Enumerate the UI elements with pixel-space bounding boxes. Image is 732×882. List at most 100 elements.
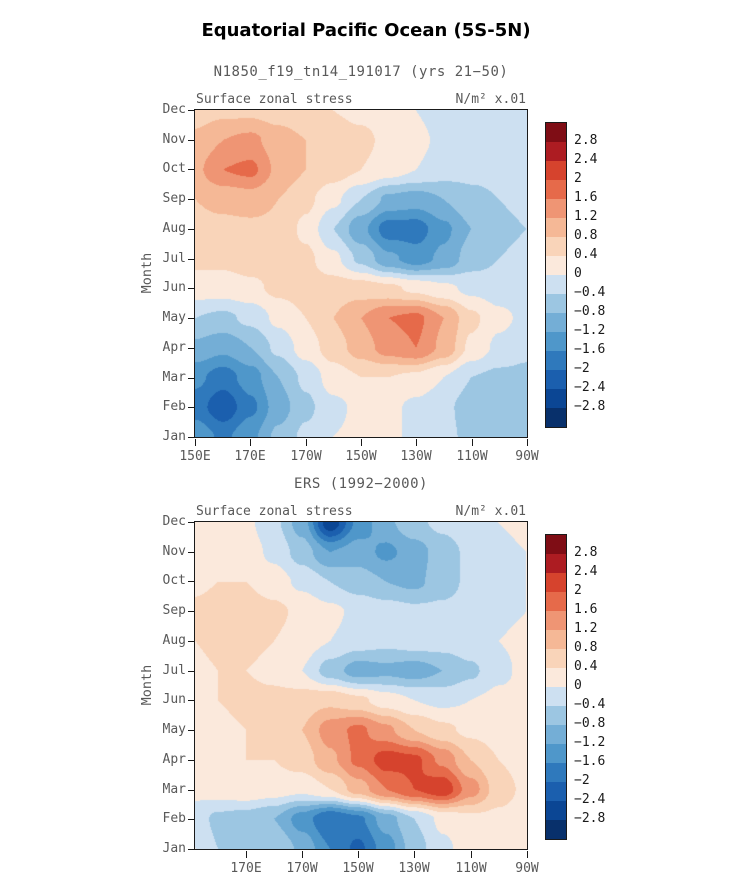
y-tick-mark <box>188 378 195 379</box>
colorbar-tick-label: −1.2 <box>574 735 606 750</box>
x-tick-mark <box>527 851 528 858</box>
colorbar-tick-label: 1.6 <box>574 602 598 617</box>
plot-frame <box>194 521 528 850</box>
colorbar-segment <box>546 649 566 668</box>
y-tick-label: Jun <box>162 280 186 296</box>
x-tick-label: 130W <box>400 449 432 464</box>
colorbar-segment <box>546 275 566 294</box>
y-tick-label: Jan <box>162 429 186 444</box>
x-tick-mark <box>527 439 528 446</box>
colorbar-tick-label: 0.8 <box>574 228 598 243</box>
colorbar-segment <box>546 592 566 611</box>
panel-subtitle: N1850_f19_tn14_191017 (yrs 21−50) <box>213 64 509 80</box>
colorbar-segment <box>546 725 566 744</box>
y-tick-mark <box>188 229 195 230</box>
colorbar-tick-label: −0.4 <box>574 697 606 712</box>
colorbar-segment <box>546 313 566 332</box>
x-tick-label: 170E <box>230 861 262 876</box>
panel-subtitle: ERS (1992−2000) <box>294 476 428 492</box>
x-tick-label: 150E <box>179 449 211 464</box>
contour-field-canvas <box>195 110 527 437</box>
x-tick-label: 110W <box>456 449 488 464</box>
colorbar-segment <box>546 782 566 801</box>
x-tick-label: 130W <box>398 861 430 876</box>
y-tick-mark <box>188 437 195 438</box>
y-tick-mark <box>188 140 195 141</box>
y-tick-mark <box>188 730 195 731</box>
y-tick-mark <box>188 288 195 289</box>
y-tick-label: Oct <box>162 573 186 589</box>
x-tick-mark <box>471 851 472 858</box>
colorbar-segment <box>546 630 566 649</box>
y-tick-label: May <box>162 310 186 326</box>
x-tick-label: 110W <box>455 861 487 876</box>
colorbar-tick-label: 2 <box>574 583 582 598</box>
variable-label: Surface zonal stress <box>196 92 353 107</box>
y-tick-label: Apr <box>162 751 186 767</box>
units-label: N/m² x.01 <box>455 504 526 519</box>
x-tick-label: 170W <box>290 449 322 464</box>
x-tick-mark <box>246 851 247 858</box>
y-tick-label: Aug <box>162 632 186 648</box>
y-tick-mark <box>188 760 195 761</box>
y-tick-mark <box>188 199 195 200</box>
x-tick-mark <box>358 851 359 858</box>
colorbar-tick-label: 1.6 <box>574 190 598 205</box>
x-tick-label: 90W <box>515 449 539 464</box>
colorbar-segment <box>546 332 566 351</box>
x-tick-mark <box>302 851 303 858</box>
colorbar-tick-label: −0.8 <box>574 304 606 319</box>
y-tick-label: Mar <box>162 369 186 385</box>
y-tick-mark <box>188 641 195 642</box>
colorbar-segment <box>546 351 566 370</box>
colorbar-segment <box>546 706 566 725</box>
y-tick-label: Jun <box>162 692 186 708</box>
colorbar-segment <box>546 554 566 573</box>
y-tick-label: Sep <box>162 603 186 619</box>
colorbar <box>545 534 567 840</box>
observation-panel: ERS (1992−2000) Surface zonal stress N/m… <box>0 470 732 880</box>
colorbar-tick-label: 0 <box>574 678 582 693</box>
colorbar-tick-label: 1.2 <box>574 209 598 224</box>
colorbar-tick-label: 2 <box>574 171 582 186</box>
plot-frame <box>194 109 528 438</box>
figure-title: Equatorial Pacific Ocean (5S-5N) <box>201 20 531 41</box>
panel-inner-titles: Surface zonal stress N/m² x.01 <box>196 92 526 107</box>
model-panel: N1850_f19_tn14_191017 (yrs 21−50) Surfac… <box>0 58 732 468</box>
y-tick-mark <box>188 700 195 701</box>
colorbar-segment <box>546 820 566 839</box>
y-tick-mark <box>188 259 195 260</box>
colorbar-segment <box>546 389 566 408</box>
y-tick-label: Aug <box>162 220 186 236</box>
y-tick-label: Feb <box>162 399 186 415</box>
colorbar-segment <box>546 535 566 554</box>
colorbar-tick-label: 2.8 <box>574 545 598 560</box>
colorbar-segment <box>546 687 566 706</box>
y-tick-label: Nov <box>162 131 186 147</box>
y-tick-mark <box>188 671 195 672</box>
units-label: N/m² x.01 <box>455 92 526 107</box>
colorbar-tick-label: 2.4 <box>574 564 598 579</box>
x-tick-mark <box>361 439 362 446</box>
colorbar-segment <box>546 573 566 592</box>
y-tick-label: Nov <box>162 543 186 559</box>
colorbar-segment <box>546 180 566 199</box>
y-tick-mark <box>188 348 195 349</box>
colorbar-tick-label: 2.4 <box>574 152 598 167</box>
colorbar-segment <box>546 161 566 180</box>
colorbar-tick-label: 0 <box>574 266 582 281</box>
colorbar-tick-label: −2.4 <box>574 380 606 395</box>
colorbar-segment <box>546 801 566 820</box>
y-tick-label: May <box>162 722 186 738</box>
colorbar <box>545 122 567 428</box>
colorbar-segment <box>546 370 566 389</box>
x-tick-mark <box>250 439 251 446</box>
x-tick-mark <box>195 439 196 446</box>
colorbar-segment <box>546 142 566 161</box>
colorbar-tick-label: −2 <box>574 361 590 376</box>
x-tick-label: 150W <box>345 449 377 464</box>
y-tick-mark <box>188 611 195 612</box>
colorbar-segment <box>546 744 566 763</box>
colorbar-tick-label: −0.8 <box>574 716 606 731</box>
y-tick-mark <box>188 522 195 523</box>
